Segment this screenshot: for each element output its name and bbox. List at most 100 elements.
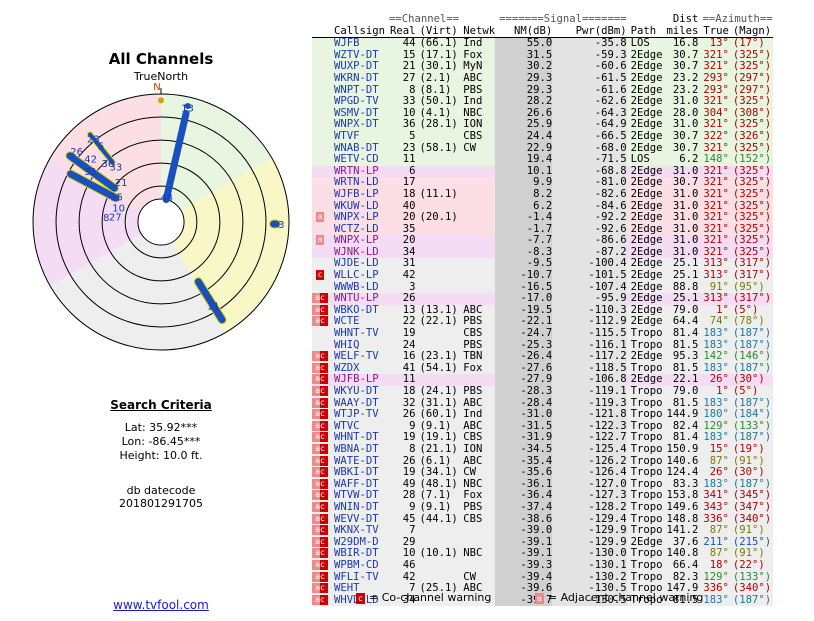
azimuth-true-cell: 26° [709, 373, 729, 386]
virtual-channel-cell: (2.1) [419, 71, 452, 84]
noise-margin-cell: 28.2 [495, 96, 553, 108]
warning-cell [312, 177, 330, 189]
real-channel-cell: 49 [402, 477, 416, 490]
distance-cell: 30.7 [672, 176, 699, 189]
azimuth-magnetic-cell: (17°) [732, 37, 765, 50]
distance-cell: 30.7 [672, 60, 699, 73]
azimuth-magnetic-cell: (325°) [732, 176, 772, 189]
table-body: WJFB 44 (66.1) Ind 55.0 -35.8 LOS 16.8 13° (17°) W… [312, 37, 773, 607]
azimuth-magnetic-cell: (133°) [732, 570, 772, 583]
callsign-cell: WEHT [334, 582, 360, 595]
azimuth-magnetic-cell: (187°) [732, 593, 772, 606]
table-row: WCTZ-LD 35 -1.7 -92.6 2Edge 31.0 321° (325°) [312, 222, 773, 236]
power-cell: -117.2 [552, 351, 627, 363]
warning-cell: a [312, 235, 330, 247]
power-cell: -61.6 [552, 84, 627, 97]
azimuth-true-cell: 321° [703, 118, 729, 131]
col-virt: (Virt) [415, 25, 460, 39]
distance-cell: 95.3 [672, 350, 699, 363]
channel-label: 3 [278, 220, 284, 231]
adjacent-channel-warning-icon: ac [312, 397, 328, 408]
real-channel-cell: 33 [402, 95, 416, 108]
station-dot-1 [184, 103, 191, 110]
network-cell: CW [463, 570, 476, 583]
center-circle [137, 198, 185, 246]
co-channel-swatch: c [356, 592, 365, 604]
warning-cell: ac [312, 432, 330, 444]
warning-cell: ac [312, 559, 330, 572]
power-cell: -84.6 [552, 200, 627, 213]
network-cell: PBS [463, 338, 483, 351]
virtual-channel-cell [416, 166, 460, 178]
path-cell: Tropo [630, 408, 663, 421]
noise-margin-cell: 30.2 [495, 61, 553, 73]
real-channel-cell: 13 [402, 303, 416, 316]
warning-cell: ac [312, 501, 330, 514]
distance-cell: 82.4 [672, 419, 699, 432]
warning-cell: ac [312, 455, 330, 468]
site-link[interactable]: www.tvfool.com [113, 598, 209, 612]
real-channel-cell: 42 [402, 570, 416, 583]
distance-cell: 81.5 [672, 361, 699, 374]
noise-margin-cell: -35.6 [495, 467, 553, 479]
virtual-channel-cell: (9.1) [419, 500, 452, 513]
azimuth-magnetic-cell: (325°) [732, 222, 772, 235]
network-cell: PBS [463, 500, 483, 513]
noise-margin-cell: -31.0 [495, 409, 553, 421]
callsign-cell: WPBM-CD [334, 558, 379, 571]
network-cell [459, 166, 495, 178]
adjacent-channel-warning-icon: ac [312, 409, 328, 420]
table-row: ac WTJP-TV 26 (60.1) Ind -31.0 -121.8 Tropo 144.… [312, 409, 773, 421]
table-row: ac WFLI-TV 42 CW -39.4 -130.2 Tropo 82.3 129° (13… [312, 570, 773, 584]
network-cell: ABC [463, 71, 483, 84]
table-row: WJFB 44 (66.1) Ind 55.0 -35.8 LOS 16.8 13° (17°) [312, 37, 773, 50]
table-row: WHIQ 24 PBS -25.3 -116.1 Tropo 81.5 183° (187°) [312, 338, 773, 352]
table-row: ac WAAY-DT 32 (31.1) ABC -28.4 -119.3 Tropo 81.5… [312, 397, 773, 410]
real-channel-cell: 9 [409, 419, 416, 432]
table-row: ac WEHT 7 (25.1) ABC -39.6 -130.5 Tropo 147.9 336… [312, 582, 773, 595]
azimuth-magnetic-cell: (345°) [732, 489, 772, 502]
noise-margin-cell: -39.0 [495, 525, 553, 537]
distance-cell: 31.0 [672, 187, 699, 200]
network-cell [459, 235, 495, 247]
virtual-channel-cell [416, 270, 460, 282]
distance-cell: 81.5 [672, 338, 699, 351]
virtual-channel-cell: (34.1) [419, 466, 458, 479]
azimuth-magnetic-cell: (215°) [732, 535, 772, 548]
legend-adjacent-text: = Adjacent channel warning [547, 591, 704, 604]
callsign-cell: WBIR-DT [334, 547, 379, 560]
network-cell: CBS [463, 431, 483, 444]
table-row: WJNK-LD 34 -8.3 -87.2 2Edge 31.0 321° (325°) [312, 246, 773, 259]
azimuth-true-cell: 321° [703, 176, 729, 189]
legend-adjacent: a = Adjacent channel warning [534, 591, 704, 604]
network-cell: PBS [463, 385, 483, 397]
azimuth-magnetic-cell: (91°) [732, 454, 765, 467]
azimuth-true-cell: 91° [709, 280, 729, 293]
adjacent-channel-warning-icon: ac [312, 374, 328, 385]
power-cell: -66.5 [552, 130, 627, 143]
virtual-channel-cell [416, 328, 460, 340]
adjacent-channel-warning-icon: ac [312, 559, 328, 570]
table-row: ac WHNT-DT 19 (19.1) CBS -31.9 -122.7 Tropo 81.4… [312, 432, 773, 444]
path-cell: 2Edge [630, 315, 663, 328]
azimuth-magnetic-cell: (326°) [732, 129, 772, 142]
page-title: All Channels [108, 50, 214, 68]
real-channel-cell: 24 [402, 338, 416, 351]
noise-margin-cell: -37.4 [495, 501, 553, 514]
table-row: WWWB-LD 3 -16.5 -107.4 2Edge 88.8 91° (95°) [312, 280, 773, 294]
distance-cell: 150.9 [666, 442, 699, 455]
distance-cell: 31.0 [672, 222, 699, 235]
distance-cell: 16.8 [672, 37, 699, 50]
table-row: ac WBKI-DT 19 (34.1) CW -35.6 -126.4 Tropo 124.4… [312, 467, 773, 479]
power-cell: -95.9 [552, 293, 627, 305]
warning-cell [312, 143, 330, 155]
path-cell: Tropo [630, 466, 663, 479]
warning-cell: ac [312, 594, 330, 607]
noise-margin-cell: -39.4 [495, 571, 553, 584]
real-channel-cell: 26 [402, 292, 416, 305]
adjacent-channel-warning-icon: a [316, 212, 324, 223]
real-channel-cell: 29 [402, 535, 416, 548]
warning-cell: ac [312, 513, 330, 526]
virtual-channel-cell: (66.1) [419, 37, 458, 50]
virtual-channel-cell: (22.1) [419, 315, 458, 328]
